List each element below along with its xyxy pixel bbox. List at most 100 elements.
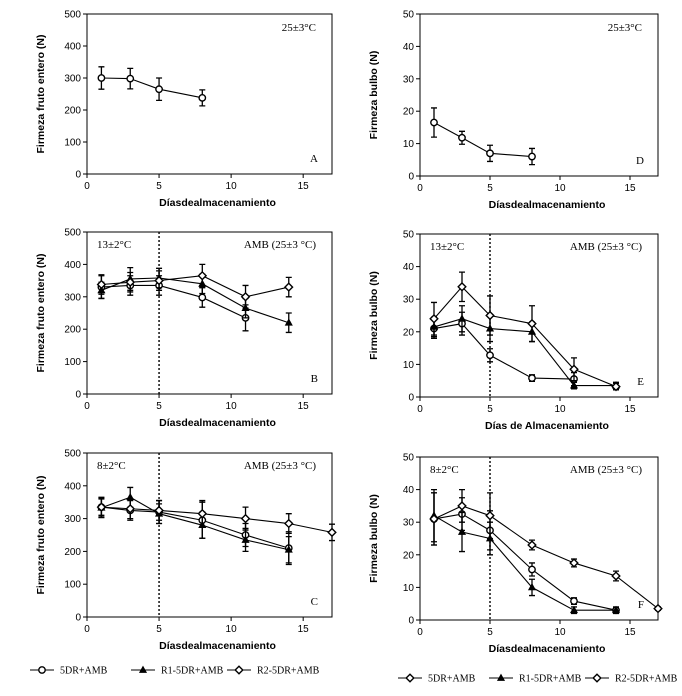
y-tick-label: 200 [64,325,81,336]
x-tick-label: 0 [417,627,423,638]
x-tick-label: 0 [417,183,423,194]
series-circle [430,107,536,166]
series-circle [97,275,250,332]
data-point [125,503,136,514]
data-point [485,510,495,521]
series-line [433,318,616,387]
x-tick-label: 15 [624,627,636,638]
y-axis-label: Firmeza fruto entero (N) [35,475,47,594]
x-tick-label: 10 [226,401,238,412]
legend-marker [234,665,244,675]
series-line [101,275,289,298]
data-point [96,279,107,290]
y-tick-label: 0 [408,616,414,627]
data-point [97,74,106,82]
data-point [527,540,537,550]
data-point [154,275,164,286]
plot-frame [86,231,333,395]
series-line [433,286,617,388]
data-point [198,93,207,102]
y-tick-label: 20 [403,327,415,338]
data-point [429,514,439,524]
y-tick-label: 100 [64,138,81,149]
panel-C: 0 100 200 300 400 500 0 5 10 15 Firmeza fruto ente… [35,449,337,652]
data-point [125,277,136,288]
data-point [653,603,663,614]
plot-frame [419,233,659,398]
data-point [527,318,537,329]
data-point [126,74,135,83]
x-tick-label: 10 [554,627,566,638]
x-tick-label: 15 [298,624,310,635]
y-tick-label: 500 [64,449,81,460]
data-point [569,364,579,375]
x-tick-label: 10 [226,181,238,192]
data-point [241,535,250,543]
y-tick-label: 300 [64,514,81,525]
legend-label: 5DR+AMB [60,666,108,677]
legend-label: R1-5DR+AMB [161,666,224,677]
data-point [485,310,495,321]
y-tick-label: 10 [403,583,415,594]
series-diamond [429,271,621,392]
data-point [198,293,207,302]
ambient-temp-label: AMB (25±3 °C) [244,239,316,251]
x-axis-label: Díasdealmacenamiento [159,417,276,429]
panel-D: 0 10 20 30 40 50 0 5 10 15 Firmeza bulbo (N) Díasde… [368,10,659,211]
y-axis-label: Firmeza bulbo (N) [368,271,380,360]
data-point [240,292,251,302]
y-tick-label: 0 [408,172,414,183]
x-axis-label: Díasdealmacenamiento [159,640,276,652]
y-tick-label: 500 [64,10,81,21]
data-point [155,85,163,94]
series-diamond [96,498,337,542]
data-point [528,152,536,161]
panel-letter: B [311,373,318,385]
legend-2: 5DR+AMB R1-5DR+AMB R2-5DR+AMB [398,673,678,685]
y-tick-label: 0 [75,613,81,624]
plot-frame [419,13,659,177]
x-tick-label: 10 [554,404,566,415]
legend-marker [38,666,46,674]
x-tick-label: 0 [84,401,90,412]
legend-1: 5DR+AMB R1-5DR+AMB R2-5DR+AMB [30,665,320,677]
series-line [101,77,203,99]
data-point [327,527,337,538]
y-tick-label: 40 [403,262,415,273]
data-point [486,149,494,158]
plot-frame [419,456,659,621]
series-line [433,505,659,610]
legend-marker [496,673,506,681]
data-point [457,282,467,292]
data-point [569,605,579,614]
y-tick-label: 40 [403,42,415,53]
x-tick-label: 15 [624,404,636,415]
panel-letter: E [637,376,644,388]
data-point [240,513,251,524]
data-point [528,374,536,382]
cold-storage-temp-label: 13±2°C [97,239,131,251]
legend-marker [138,665,148,673]
y-axis-label: Firmeza fruto entero (N) [35,34,47,153]
y-axis-label: Firmeza fruto entero (N) [35,253,47,372]
y-tick-label: 400 [64,42,81,53]
x-tick-label: 10 [226,624,238,635]
cold-storage-temp-label: 8±2°C [430,464,459,476]
data-point [197,270,208,281]
legend-label: R1-5DR+AMB [519,674,582,685]
ambient-temp-label: AMB (25±3 °C) [244,460,316,472]
x-tick-label: 5 [487,404,493,415]
x-tick-label: 15 [298,401,310,412]
y-tick-label: 300 [64,292,81,303]
legend-label: R2-5DR+AMB [615,674,678,685]
x-axis-label: Días de Almacenamiento [485,420,609,432]
data-point [569,558,579,568]
y-tick-label: 200 [64,547,81,558]
panel-letter: C [311,596,318,608]
series-line [433,323,575,380]
series-circle [97,66,207,107]
data-point [283,282,294,292]
y-tick-label: 100 [64,357,81,368]
x-axis-label: Díasdealmacenamiento [489,643,606,655]
